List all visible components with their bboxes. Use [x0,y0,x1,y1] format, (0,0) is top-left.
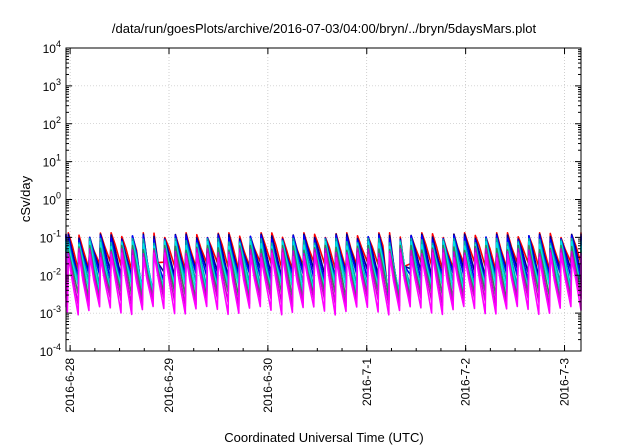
x-tick-label: 2016-6-28 [63,358,77,413]
y-tick-label: 10-3 [40,304,61,321]
y-tick-label: 104 [43,39,61,56]
x-tick-label: 2016-7-3 [558,358,572,406]
y-tick-label: 101 [43,153,61,170]
y-tick-label: 10-2 [40,266,61,283]
x-tick-label: 2016-7-1 [360,358,374,406]
x-tick-label: 2016-7-2 [459,358,473,406]
y-tick-label: 10-1 [40,228,61,245]
x-axis: 2016-6-28 2016-6-29 2016-6-30 2016-7-1 2016-… [63,48,572,413]
chart-title: /data/run/goesPlots/archive/2016-07-03/0… [112,21,537,36]
series-group [65,232,582,316]
x-axis-label: Coordinated Universal Time (UTC) [224,430,423,445]
series-line [65,252,582,316]
y-axis-label: cSv/day [18,175,33,222]
x-tick-label: 2016-6-29 [162,358,176,413]
x-tick-label: 2016-6-30 [261,358,275,413]
y-tick-label: 10-4 [40,342,61,359]
y-axis: 10-4 10-3 10-2 10-1 100 101 102 103 104 [40,39,581,359]
y-tick-label: 100 [43,191,61,208]
y-tick-label: 103 [43,77,61,94]
y-tick-label: 102 [43,115,61,132]
